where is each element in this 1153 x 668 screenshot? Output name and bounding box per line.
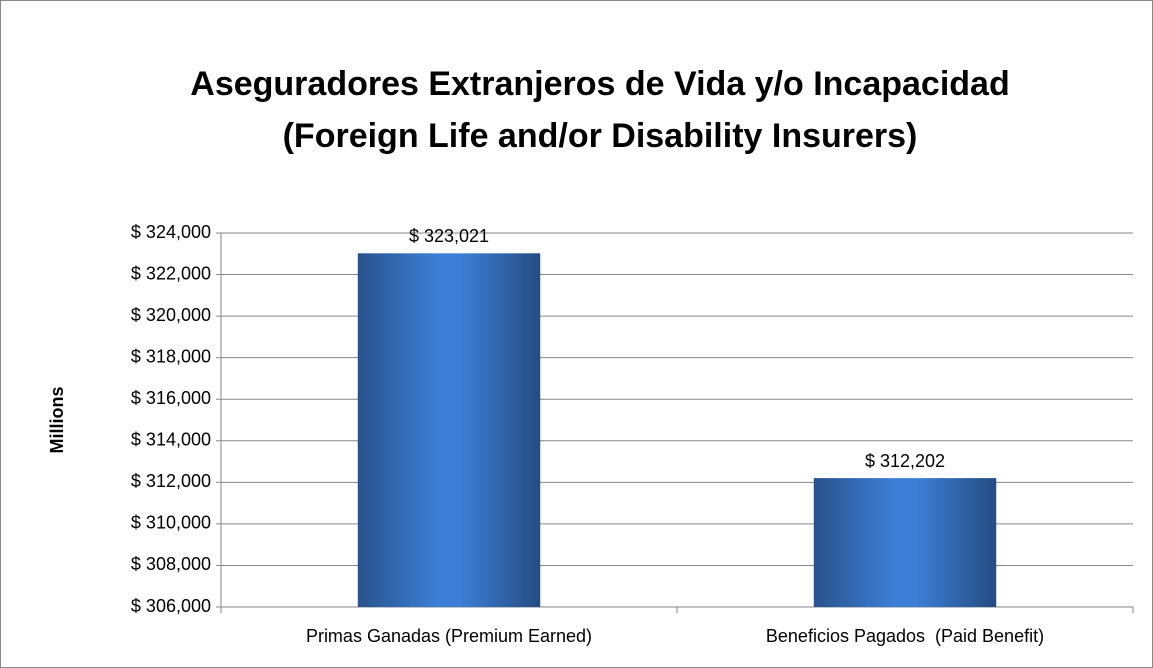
- y-tick-label: $ 312,000: [131, 471, 211, 491]
- y-tick-label: $ 318,000: [131, 346, 211, 366]
- y-axis-label: Millions: [47, 387, 67, 454]
- data-label: $ 323,021: [409, 226, 489, 246]
- y-tick-label: $ 324,000: [131, 222, 211, 242]
- y-tick-label: $ 306,000: [131, 596, 211, 616]
- chart-title: Aseguradores Extranjeros de Vida y/o Inc…: [190, 65, 1010, 155]
- y-tick-label: $ 314,000: [131, 430, 211, 450]
- y-tick-label: $ 320,000: [131, 305, 211, 325]
- y-tick-label: $ 316,000: [131, 388, 211, 408]
- y-tick-label: $ 310,000: [131, 513, 211, 533]
- data-label: $ 312,202: [865, 451, 945, 471]
- bar-shade: [357, 253, 541, 608]
- y-tick-label: $ 308,000: [131, 554, 211, 574]
- x-tick-label: Beneficios Pagados (Paid Benefit): [766, 626, 1044, 646]
- bar-shade: [813, 478, 997, 607]
- x-tick-label: Primas Ganadas (Premium Earned): [306, 626, 592, 646]
- y-tick-label: $ 322,000: [131, 263, 211, 283]
